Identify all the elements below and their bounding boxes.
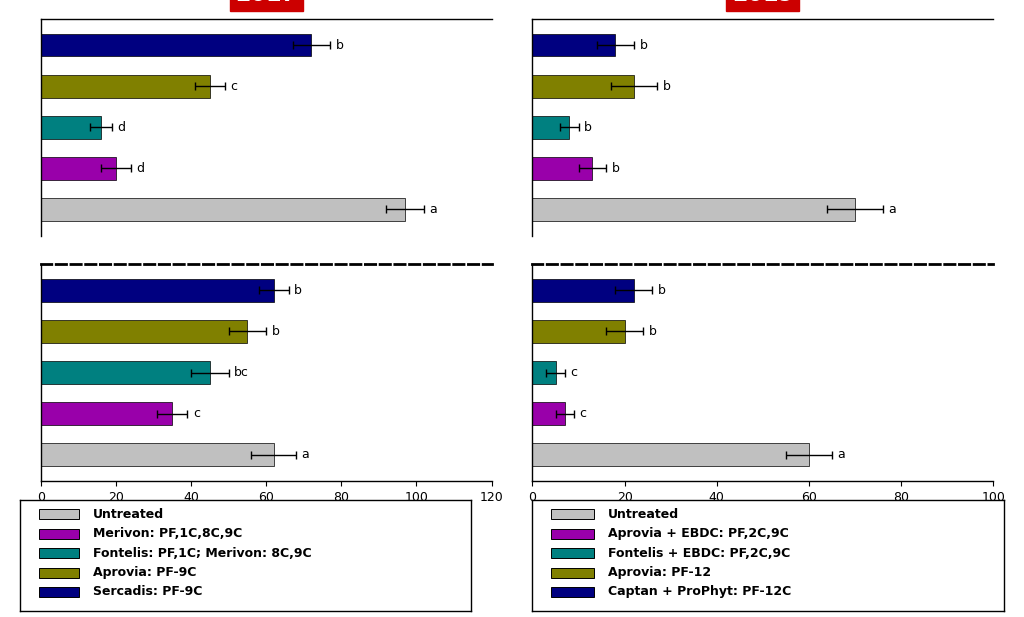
Bar: [39, 587, 79, 597]
Bar: [532, 157, 592, 180]
Text: c: c: [230, 80, 238, 93]
Text: b: b: [657, 284, 666, 297]
Bar: [551, 509, 594, 520]
Text: b: b: [584, 121, 592, 134]
Text: b: b: [294, 284, 302, 297]
Text: a: a: [429, 203, 437, 216]
Bar: [532, 198, 855, 221]
Text: Aprovia + EBDC: PF,2C,9C: Aprovia + EBDC: PF,2C,9C: [608, 527, 788, 540]
Text: c: c: [570, 366, 578, 379]
Text: Aprovia: PF-9C: Aprovia: PF-9C: [92, 566, 196, 579]
Text: b: b: [271, 325, 280, 338]
Text: a: a: [838, 448, 845, 461]
Text: Fontelis: PF,1C; Merivon: 8C,9C: Fontelis: PF,1C; Merivon: 8C,9C: [92, 547, 311, 560]
Bar: [41, 116, 101, 139]
Text: d: d: [136, 162, 144, 175]
Text: b: b: [663, 80, 671, 93]
Text: 2019: 2019: [732, 0, 794, 6]
Bar: [41, 402, 172, 425]
Text: Untreated: Untreated: [92, 508, 164, 521]
Text: b: b: [611, 162, 620, 175]
Bar: [39, 529, 79, 539]
Text: b: b: [336, 39, 343, 52]
Text: Sercadis: PF-9C: Sercadis: PF-9C: [92, 586, 202, 598]
Bar: [41, 34, 311, 57]
Bar: [41, 320, 248, 343]
Bar: [532, 279, 634, 302]
Bar: [532, 75, 634, 97]
Bar: [551, 529, 594, 539]
Bar: [551, 587, 594, 597]
Bar: [532, 443, 809, 466]
Text: 2017: 2017: [236, 0, 297, 6]
Text: c: c: [580, 407, 587, 420]
Text: Untreated: Untreated: [608, 508, 679, 521]
Bar: [532, 402, 565, 425]
Text: Fontelis + EBDC: PF,2C,9C: Fontelis + EBDC: PF,2C,9C: [608, 547, 791, 560]
Text: b: b: [648, 325, 656, 338]
Text: bc: bc: [234, 366, 249, 379]
Text: c: c: [193, 407, 200, 420]
Bar: [39, 548, 79, 558]
Bar: [532, 320, 625, 343]
Bar: [41, 443, 273, 466]
Bar: [41, 361, 210, 384]
Bar: [41, 75, 210, 97]
Bar: [551, 568, 594, 578]
Bar: [532, 361, 555, 384]
Text: a: a: [888, 203, 896, 216]
Text: a: a: [302, 448, 309, 461]
Bar: [551, 548, 594, 558]
Bar: [39, 509, 79, 520]
Text: b: b: [639, 39, 647, 52]
Text: d: d: [118, 121, 126, 134]
Bar: [532, 116, 569, 139]
Text: Captan + ProPhyt: PF-12C: Captan + ProPhyt: PF-12C: [608, 586, 792, 598]
Bar: [41, 157, 116, 180]
Text: Aprovia: PF-12: Aprovia: PF-12: [608, 566, 711, 579]
Bar: [532, 34, 615, 57]
Bar: [41, 198, 406, 221]
Text: Merivon: PF,1C,8C,9C: Merivon: PF,1C,8C,9C: [92, 527, 242, 540]
Bar: [41, 279, 273, 302]
Bar: [39, 568, 79, 578]
